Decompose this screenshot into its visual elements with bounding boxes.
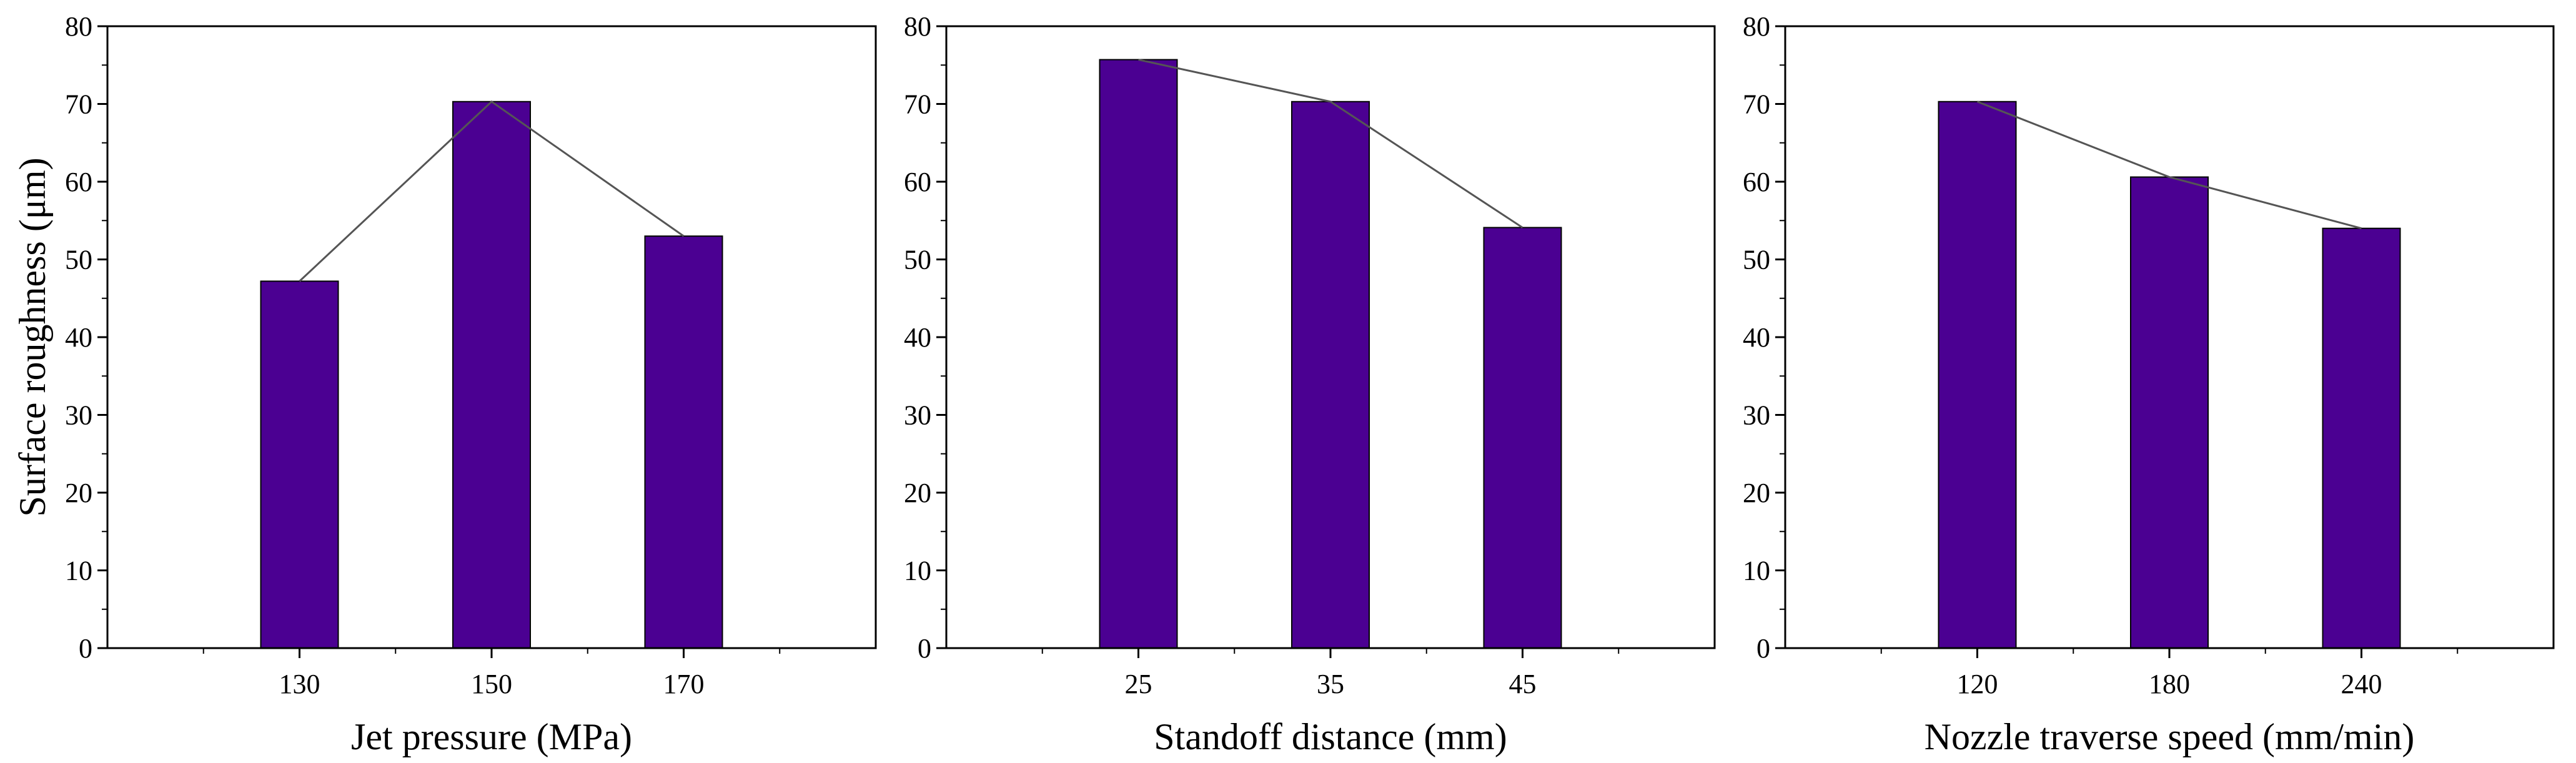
chart0-bar-170	[644, 235, 723, 649]
chart0-ytick-label-0: 0	[79, 633, 92, 664]
chart0-ytick-label-20: 20	[65, 478, 92, 508]
chart0-x-axis-title: Jet pressure (MPa)	[351, 716, 632, 757]
chart2-ytick-label-60: 60	[1743, 167, 1770, 197]
chart-panel-jet-pressure: 0 10 20 30 40 50 60 70 80 130 150 170 Jet pressure (…	[12, 11, 877, 757]
chart2-x-axis-title: Nozzle traverse speed (mm/min)	[1925, 716, 2415, 757]
chart2-ytick-label-50: 50	[1743, 245, 1770, 275]
chart0-bar-150	[452, 101, 531, 649]
chart0-ytick-label-60: 60	[65, 167, 92, 197]
chart1-x-axis-title: Standoff distance (mm)	[1154, 716, 1507, 757]
chart1-xtick-label-35: 35	[1317, 669, 1344, 699]
chart0-ytick-label-30: 30	[65, 400, 92, 431]
chart0-xtick-label-150: 150	[471, 669, 512, 699]
chart0-ytick-label-70: 70	[65, 89, 92, 120]
chart2-trend-line	[1976, 101, 2362, 230]
chart2-ytick-label-0: 0	[1756, 633, 1770, 664]
chart-panel-nozzle-traverse-speed: 0 10 20 30 40 50 60 70 80 120 180 240 Nozzle travers…	[1743, 11, 2555, 757]
chart2-ytick-label-40: 40	[1743, 322, 1770, 353]
chart2-ytick-label-10: 10	[1743, 556, 1770, 586]
chart0-trend-line	[299, 100, 685, 282]
chart1-ytick-label-80: 80	[904, 11, 931, 42]
chart1-bar-45	[1483, 227, 1562, 649]
chart0-ytick-label-10: 10	[65, 556, 92, 586]
chart0-y-axis-title: Surface roughness (μm)	[12, 157, 53, 516]
chart1-ytick-label-0: 0	[918, 633, 931, 664]
chart1-xtick-label-25: 25	[1125, 669, 1152, 699]
chart2-ytick-label-80: 80	[1743, 11, 1770, 42]
chart0-ytick-label-50: 50	[65, 245, 92, 275]
chart1-bar-25	[1099, 59, 1178, 649]
chart2-ytick-label-70: 70	[1743, 89, 1770, 120]
chart1-ytick-label-20: 20	[904, 478, 931, 508]
chart1-ytick-label-50: 50	[904, 245, 931, 275]
chart1-ytick-label-40: 40	[904, 322, 931, 353]
chart2-bar-120	[1938, 101, 2017, 649]
chart2-bar-240	[2322, 227, 2401, 649]
chart1-ytick-label-70: 70	[904, 89, 931, 120]
chart2-ytick-label-30: 30	[1743, 400, 1770, 431]
chart1-ytick-label-10: 10	[904, 556, 931, 586]
chart1-bar-35	[1291, 101, 1370, 649]
chart2-xtick-label-240: 240	[2341, 669, 2382, 699]
chart0-xtick-label-130: 130	[279, 669, 320, 699]
chart1-ytick-label-60: 60	[904, 167, 931, 197]
chart0-ytick-label-80: 80	[65, 11, 92, 42]
chart2-bar-180	[2130, 176, 2209, 649]
chart0-ytick-label-40: 40	[65, 322, 92, 353]
chart1-trend-line	[1138, 59, 1523, 229]
chart2-ytick-label-20: 20	[1743, 478, 1770, 508]
chart0-bar-130	[260, 280, 339, 649]
chart1-ytick-label-30: 30	[904, 400, 931, 431]
chart0-xtick-label-170: 170	[663, 669, 705, 699]
chart2-xtick-label-120: 120	[1957, 669, 1998, 699]
chart2-xtick-label-180: 180	[2149, 669, 2190, 699]
chart1-xtick-label-45: 45	[1509, 669, 1537, 699]
